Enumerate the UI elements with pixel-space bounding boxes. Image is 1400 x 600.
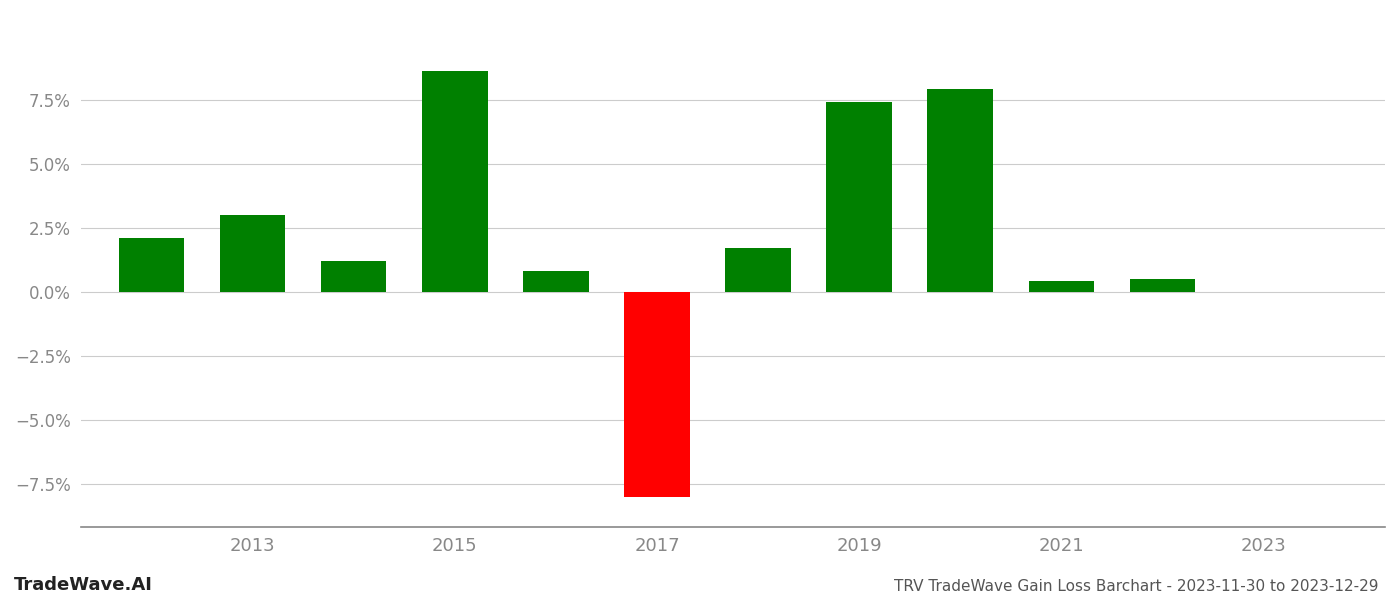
Bar <box>927 89 993 292</box>
Bar <box>524 271 589 292</box>
Bar <box>826 102 892 292</box>
Bar <box>321 261 386 292</box>
Bar <box>624 292 690 497</box>
Bar <box>119 238 185 292</box>
Bar <box>421 71 487 292</box>
Text: TRV TradeWave Gain Loss Barchart - 2023-11-30 to 2023-12-29: TRV TradeWave Gain Loss Barchart - 2023-… <box>895 579 1379 594</box>
Bar <box>1130 279 1196 292</box>
Text: TradeWave.AI: TradeWave.AI <box>14 576 153 594</box>
Bar <box>220 215 286 292</box>
Bar <box>725 248 791 292</box>
Bar <box>1029 281 1095 292</box>
